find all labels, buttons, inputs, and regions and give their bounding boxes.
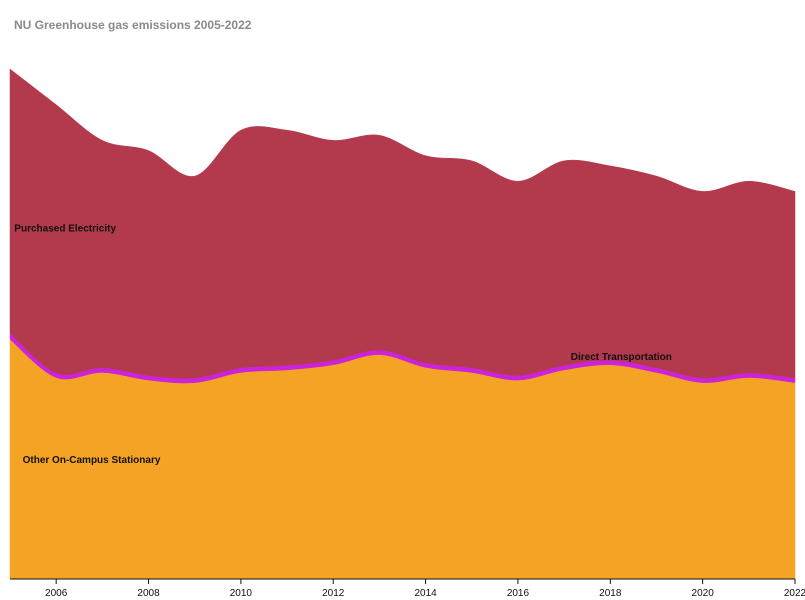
series-labels: Other On-Campus Stationary Direct Transpo… [14, 224, 672, 467]
chart-title: NU Greenhouse gas emissions 2005-2022 [14, 18, 252, 32]
x-tick-label: 2014 [414, 588, 437, 599]
x-tick-label: 2010 [230, 588, 253, 599]
x-axis: 2006 2008 2010 2012 2014 2016 2018 2020 2022 [45, 579, 805, 599]
x-tick-label: 2012 [322, 588, 345, 599]
series-label-other-on-campus-stationary: Other On-Campus Stationary [23, 455, 161, 466]
series-label-purchased-electricity: Purchased Electricity [14, 224, 116, 235]
area-layers [9, 68, 796, 580]
x-tick-label: 2018 [599, 588, 622, 599]
x-tick-label: 2020 [692, 588, 715, 599]
x-tick-label: 2022 [784, 588, 805, 599]
area-purchased-electricity [9, 68, 796, 379]
x-tick-label: 2008 [137, 588, 160, 599]
x-tick-label: 2006 [45, 588, 68, 599]
x-tick-label: 2016 [507, 588, 530, 599]
series-label-direct-transportation: Direct Transportation [571, 352, 672, 363]
